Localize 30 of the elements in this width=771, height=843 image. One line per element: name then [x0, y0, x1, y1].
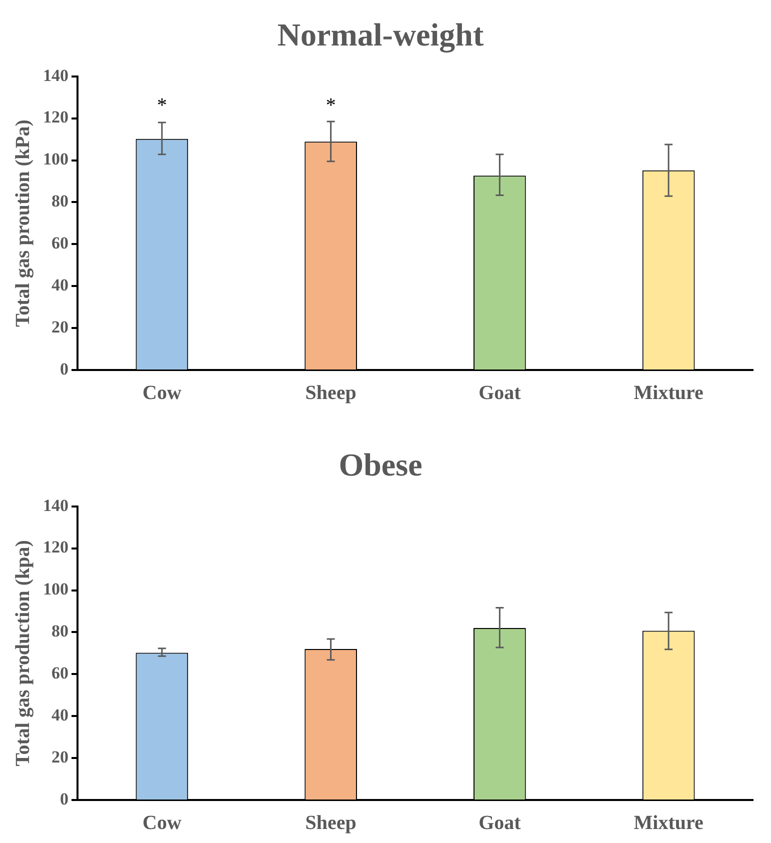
x-tick-label: Sheep	[305, 812, 356, 834]
y-axis-title: Total gas proution (kPa)	[12, 120, 34, 327]
y-tick-label: 80	[52, 622, 68, 641]
y-tick-label: 40	[52, 276, 68, 295]
y-tick-label: 120	[43, 108, 68, 127]
y-axis-title: Total gas production (kpa)	[12, 540, 34, 766]
x-tick-label: Goat	[478, 382, 522, 404]
chart-title: Obese	[338, 446, 422, 482]
y-tick-label: 140	[43, 66, 68, 85]
y-tick-label: 20	[52, 747, 68, 766]
x-tick-label: Goat	[478, 812, 522, 834]
x-tick-label: Cow	[142, 812, 182, 834]
y-tick-label: 20	[52, 317, 68, 336]
y-tick-label: 0	[60, 789, 68, 808]
y-tick-label: 80	[52, 192, 68, 211]
chart-title: Normal-weight	[277, 16, 484, 54]
y-tick-label: 60	[52, 234, 68, 253]
y-tick-label: 60	[52, 664, 68, 683]
y-tick-label: 100	[43, 150, 68, 169]
annotation: *	[156, 94, 167, 117]
y-tick-label: 120	[43, 538, 68, 557]
annotation: *	[326, 94, 336, 117]
y-tick-label: 140	[43, 496, 68, 515]
x-tick-label: Cow	[142, 382, 182, 404]
y-tick-label: 40	[52, 706, 68, 725]
x-tick-label: Mixture	[634, 382, 704, 404]
x-tick-label: Sheep	[305, 382, 356, 404]
y-tick-label: 100	[43, 580, 68, 599]
y-tick-label: 0	[60, 359, 68, 378]
x-tick-label: Mixture	[634, 812, 704, 834]
